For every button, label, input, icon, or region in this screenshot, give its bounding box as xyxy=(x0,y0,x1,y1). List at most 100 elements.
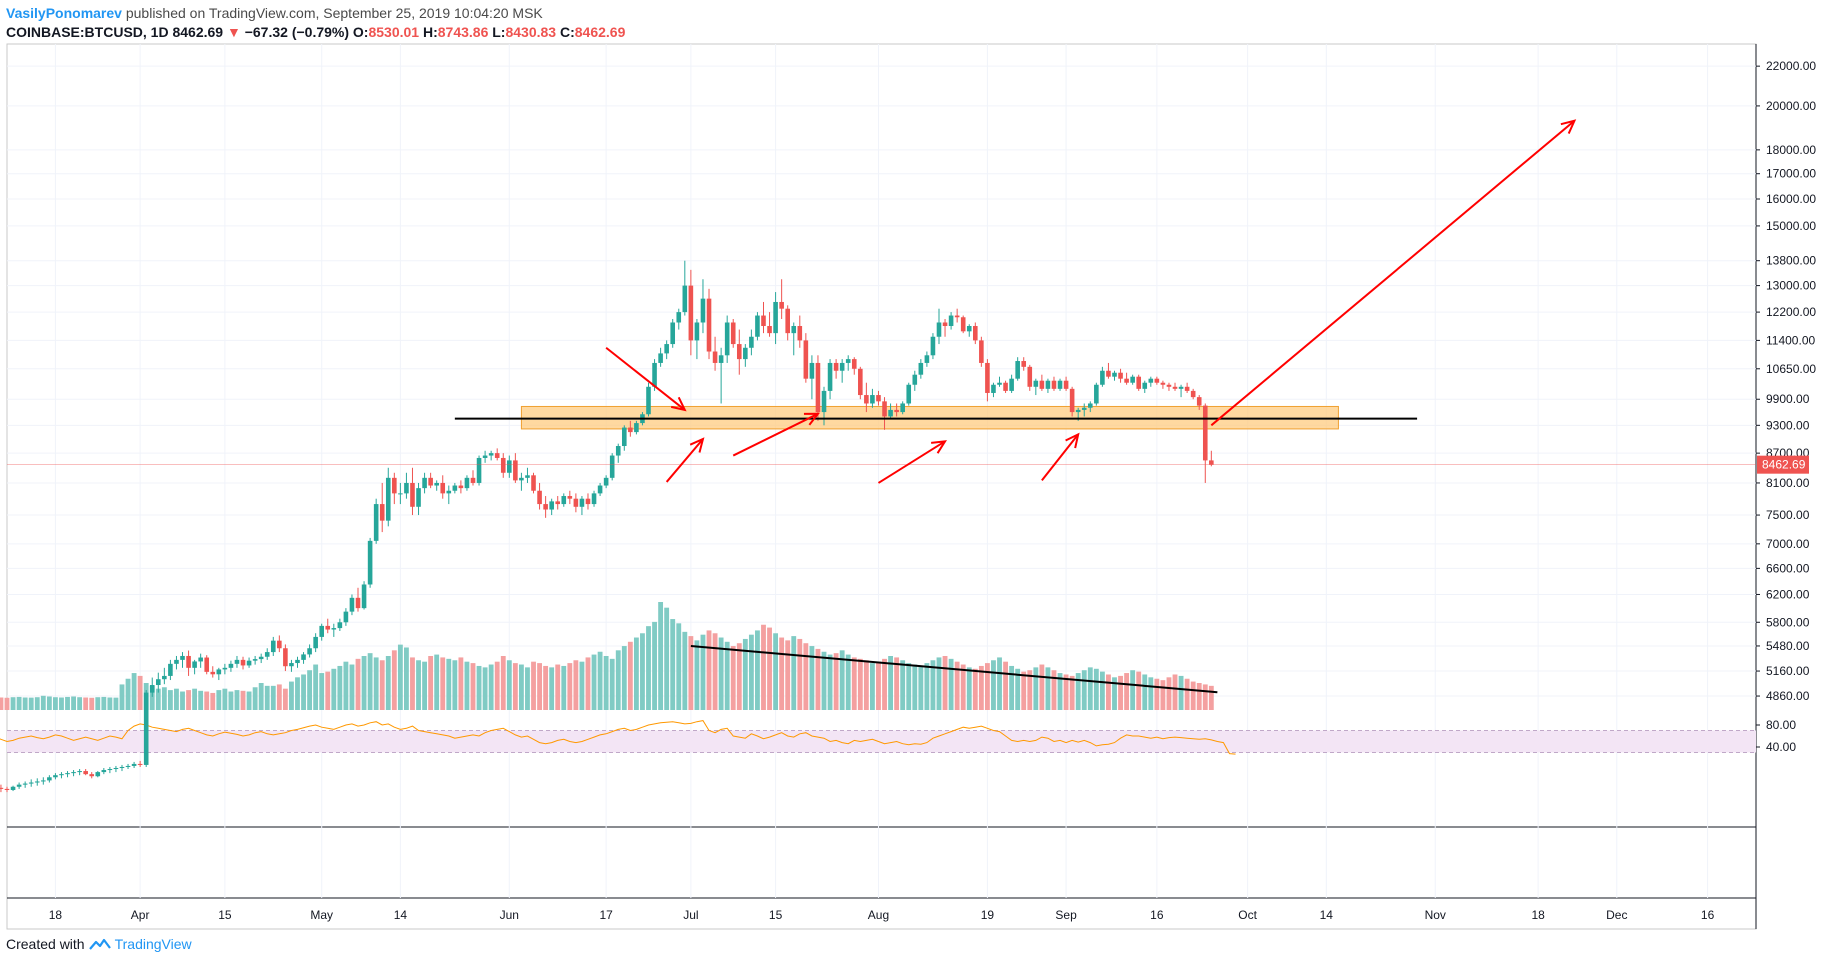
price-tick-label: 20000.00 xyxy=(1766,99,1816,113)
candle-body xyxy=(755,315,760,337)
volume-bar xyxy=(1045,667,1051,710)
candle-body xyxy=(28,782,34,784)
candles xyxy=(0,260,1214,793)
candle-body xyxy=(858,368,863,396)
volume-bar xyxy=(458,657,464,710)
volume-bar xyxy=(198,690,204,710)
time-axis[interactable]: 18 Apr 15 May 14 Jun 17 Jul 15 Aug 19 Sep 16 Oct 14 Nov… xyxy=(49,908,1715,922)
volume-bar xyxy=(1166,677,1172,710)
candle-body xyxy=(603,477,609,486)
volume-bar xyxy=(301,674,306,710)
candle-body xyxy=(1057,380,1063,389)
candle-body xyxy=(440,482,446,494)
author-link[interactable]: VasilyPonomarev xyxy=(6,5,122,21)
candle-body xyxy=(773,301,778,334)
volume-bar xyxy=(1021,671,1027,710)
candle-body xyxy=(47,777,52,781)
candle-body xyxy=(791,326,797,334)
candle-body xyxy=(1160,382,1166,385)
candle-body xyxy=(664,344,669,354)
publish-line: VasilyPonomarev published on TradingView… xyxy=(6,4,625,23)
price-tick-label: 16000.00 xyxy=(1766,192,1816,206)
volume-bar xyxy=(984,663,990,710)
candle-body xyxy=(343,611,349,623)
volume-bar xyxy=(694,640,700,710)
candle-body xyxy=(428,477,433,486)
volume-bar xyxy=(167,690,173,710)
volume-bar xyxy=(355,658,361,710)
open-value: 8530.01 xyxy=(368,24,420,40)
volume-bar xyxy=(573,660,579,710)
chart-header: VasilyPonomarev published on TradingView… xyxy=(6,4,625,42)
volume-bar xyxy=(1003,661,1008,710)
candle-body xyxy=(845,359,851,363)
candle-body xyxy=(162,675,167,680)
volume-bar xyxy=(77,697,83,710)
volume-bar xyxy=(627,641,633,710)
candle-body xyxy=(954,315,960,318)
volume-bar xyxy=(10,697,16,710)
candle-body xyxy=(761,315,766,327)
volume-bar xyxy=(1051,670,1057,710)
date-tick-label: 14 xyxy=(394,908,408,922)
volume-bar xyxy=(597,651,603,710)
volume-bar xyxy=(349,664,355,710)
volume-bar xyxy=(125,678,131,710)
volume-bar xyxy=(912,664,918,710)
volume-bar xyxy=(276,684,282,710)
candle-body xyxy=(10,786,16,790)
volume-bar xyxy=(222,688,228,710)
volume-bar xyxy=(997,657,1002,710)
volume-bar xyxy=(1184,678,1190,710)
volume-bar xyxy=(633,637,639,710)
annotations xyxy=(7,119,1756,694)
candle-body xyxy=(155,679,161,686)
candle-body xyxy=(53,775,58,778)
volume-bar xyxy=(307,670,313,710)
volume-bar xyxy=(646,626,651,710)
symbol-label[interactable]: COINBASE:BTCUSD, 1D xyxy=(6,24,169,40)
candle-body xyxy=(446,490,452,494)
candle-body xyxy=(331,628,337,630)
volume-bar xyxy=(22,697,28,710)
volume-bar xyxy=(712,633,718,710)
volume-bar xyxy=(174,688,179,710)
candle-body xyxy=(367,540,373,585)
rsi-band xyxy=(7,730,1756,753)
candle-body xyxy=(1021,361,1027,367)
candle-body xyxy=(930,336,936,356)
price-tick-label: 11400.00 xyxy=(1766,333,1815,347)
candle-body xyxy=(948,315,954,327)
candle-body xyxy=(198,657,203,662)
ohlc-line: COINBASE:BTCUSD, 1D 8462.69 ▼ −67.32 (−0… xyxy=(6,23,625,42)
rsi-tick-label: 80.00 xyxy=(1766,718,1796,732)
candle-body xyxy=(821,390,827,413)
chart-frame xyxy=(6,43,1757,930)
candle-body xyxy=(688,285,694,341)
price-axis[interactable]: 22000.00 20000.00 18000.00 17000.00 16000.00… xyxy=(1756,59,1816,754)
volume-bar xyxy=(755,630,760,710)
candle-body xyxy=(4,788,10,790)
volume-bar xyxy=(95,697,101,710)
volume-bar xyxy=(325,671,331,710)
candle-body xyxy=(646,386,651,415)
volume-bar xyxy=(1039,664,1045,710)
volume-bar xyxy=(936,657,942,710)
candle-body xyxy=(676,312,682,323)
candle-body xyxy=(1118,372,1123,379)
volume-bar xyxy=(1027,670,1033,710)
volume-bar xyxy=(615,650,621,710)
date-tick-label: 18 xyxy=(49,908,63,922)
candle-body xyxy=(1148,378,1154,383)
volume-bar xyxy=(0,697,4,710)
candle-body xyxy=(131,763,137,766)
volume-bar xyxy=(591,654,597,710)
volume-bar xyxy=(1124,673,1130,710)
candle-body xyxy=(1015,361,1020,379)
volume-bar xyxy=(1112,677,1117,710)
tradingview-brand[interactable]: TradingView xyxy=(114,936,192,952)
candle-body xyxy=(531,475,536,491)
price-tick-label: 12200.00 xyxy=(1766,305,1816,319)
volume-bar xyxy=(567,663,573,710)
